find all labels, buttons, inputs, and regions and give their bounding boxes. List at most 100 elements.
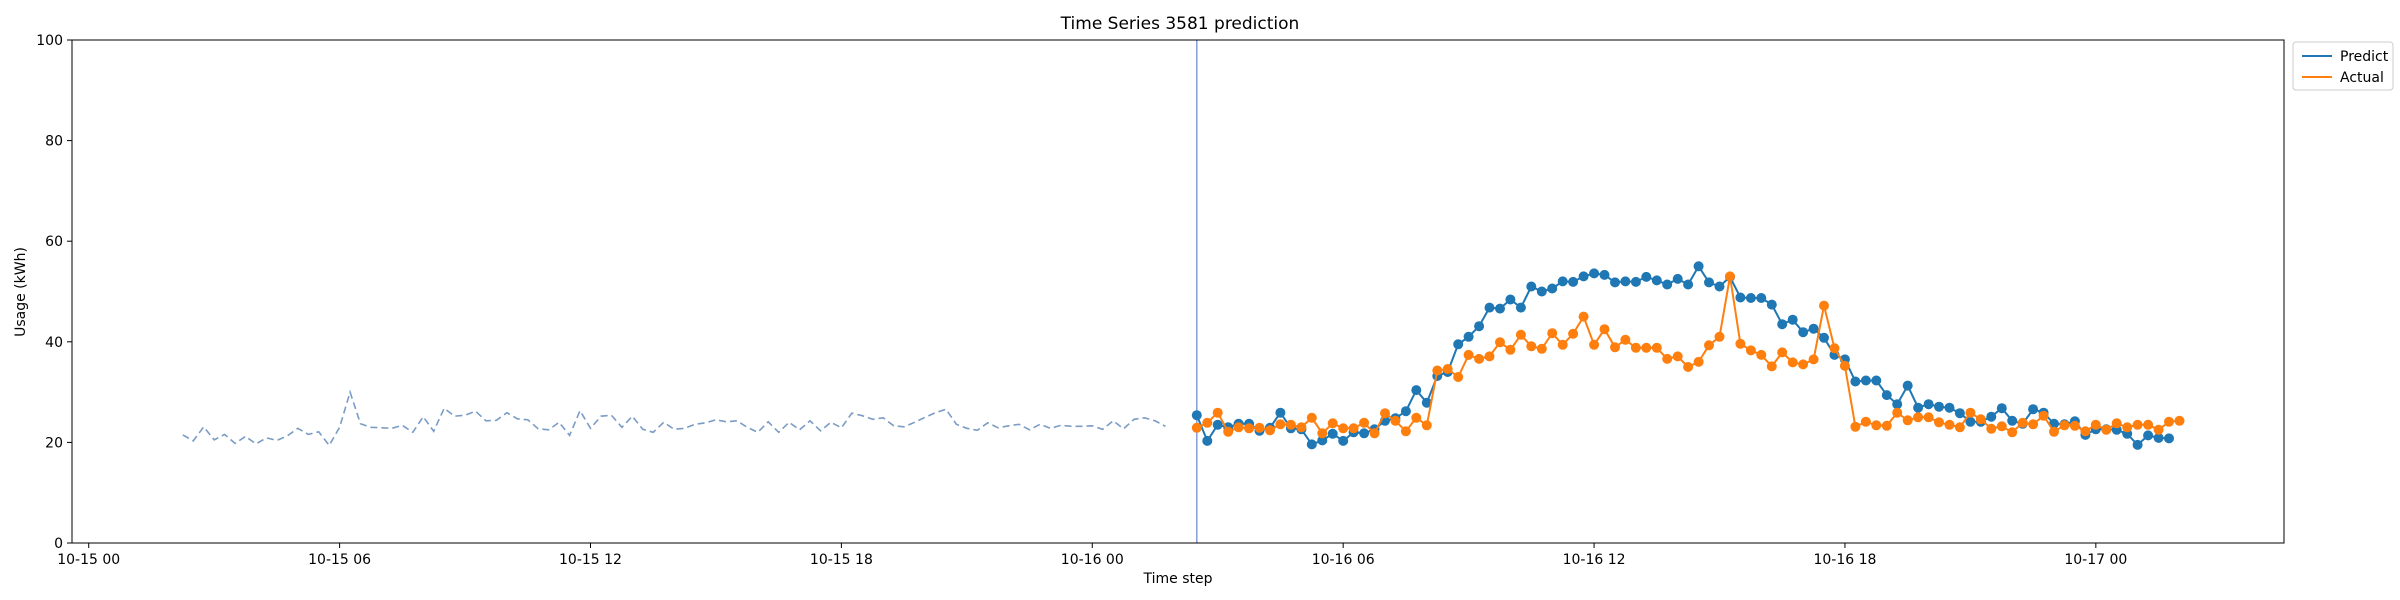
- data-point-actual: [1484, 351, 1495, 362]
- chart-title: Time Series 3581 prediction: [1060, 14, 1300, 34]
- data-point-actual: [1630, 342, 1641, 353]
- data-point-predict: [1892, 399, 1903, 410]
- data-point-predict: [1819, 332, 1829, 343]
- data-point-actual: [1421, 420, 1432, 431]
- data-point-predict: [1714, 281, 1725, 292]
- data-point-actual: [2153, 424, 2164, 435]
- data-point-actual: [1902, 415, 1913, 426]
- data-point-predict: [1620, 276, 1631, 287]
- y-tick-label: 60: [45, 234, 63, 250]
- data-point-actual: [1913, 412, 1924, 423]
- data-point-predict: [2132, 439, 2143, 450]
- data-point-actual: [1474, 353, 1485, 364]
- data-point-predict: [1599, 269, 1610, 280]
- data-point-predict: [1704, 277, 1714, 288]
- data-point-predict: [2164, 433, 2174, 444]
- data-point-predict: [1327, 428, 1338, 439]
- data-point-actual: [1944, 419, 1955, 430]
- data-point-actual: [1568, 328, 1579, 339]
- data-point-actual: [1672, 351, 1683, 362]
- data-point-actual: [1536, 343, 1547, 354]
- y-tick-label: 20: [45, 435, 63, 451]
- data-point-predict: [1881, 390, 1892, 401]
- data-point-actual: [2038, 410, 2049, 421]
- data-point-actual: [1934, 417, 1944, 428]
- data-point-actual: [1986, 423, 1997, 434]
- data-point-predict: [1683, 279, 1694, 290]
- data-point-actual: [1599, 324, 1610, 335]
- x-axis-label: Time step: [1143, 571, 1213, 587]
- x-axis: 10-15 00 10-15 06 10-15 12 10-15 18 10-16 00…: [57, 543, 2127, 568]
- data-point-actual: [2111, 418, 2122, 429]
- data-point-predict: [2153, 432, 2164, 443]
- x-tick-label: 10-15 06: [308, 552, 371, 568]
- data-point-actual: [1892, 407, 1903, 418]
- x-tick-label: 10-17 00: [2064, 552, 2127, 568]
- data-point-actual: [1191, 422, 1202, 433]
- data-point-predict: [1317, 435, 1328, 446]
- data-point-actual: [1411, 412, 1422, 423]
- data-point-predict: [1202, 435, 1213, 446]
- data-point-actual: [1714, 331, 1725, 342]
- data-point-actual: [1735, 338, 1746, 349]
- data-point-predict: [1913, 402, 1924, 413]
- data-point-predict: [1306, 439, 1317, 450]
- data-point-predict: [1860, 375, 1871, 386]
- data-point-predict: [1934, 401, 1944, 412]
- legend-label-actual: Actual: [2340, 70, 2384, 86]
- data-point-actual: [1662, 353, 1673, 364]
- data-point-actual: [1390, 415, 1401, 426]
- data-point-actual: [1285, 419, 1296, 430]
- y-axis: 0 20 40 60 80 100: [36, 33, 72, 552]
- data-point-predict: [1610, 277, 1620, 288]
- data-point-actual: [2028, 419, 2039, 430]
- data-point-actual: [1704, 340, 1714, 351]
- data-point-actual: [1453, 372, 1464, 382]
- data-point-actual: [1756, 349, 1767, 360]
- data-point-predict: [2028, 404, 2039, 415]
- data-point-actual: [1578, 311, 1589, 322]
- data-point-predict: [1359, 428, 1370, 439]
- data-point-actual: [1829, 343, 1840, 354]
- data-point-predict: [1515, 302, 1526, 313]
- data-point-actual: [2017, 417, 2028, 428]
- y-tick-label: 80: [45, 134, 63, 150]
- data-point-predict: [1871, 375, 1882, 386]
- data-point-actual: [1610, 342, 1620, 353]
- data-point-actual: [1254, 422, 1265, 433]
- data-point-predict: [1474, 321, 1485, 332]
- data-point-actual: [1557, 339, 1568, 350]
- data-point-predict: [1672, 273, 1683, 284]
- legend: Predict Actual: [2292, 41, 2394, 91]
- data-point-actual: [1808, 354, 1819, 365]
- data-point-predict: [1965, 416, 1976, 427]
- data-point-predict: [1411, 385, 1422, 396]
- data-point-actual: [1296, 422, 1307, 433]
- data-point-actual: [1787, 357, 1798, 368]
- x-tick-label: 10-15 18: [810, 552, 873, 568]
- data-point-actual: [1547, 328, 1558, 339]
- data-point-predict: [1798, 327, 1809, 338]
- data-point-predict: [1787, 314, 1798, 325]
- data-point-actual: [1442, 364, 1453, 374]
- data-point-predict: [1484, 302, 1495, 313]
- data-point-actual: [1693, 356, 1704, 367]
- data-point-predict: [1578, 271, 1589, 282]
- data-point-actual: [1526, 341, 1537, 352]
- data-point-predict: [1766, 299, 1777, 310]
- data-point-predict: [1547, 283, 1558, 294]
- data-point-predict: [1902, 380, 1913, 391]
- data-point-actual: [2080, 426, 2091, 437]
- data-point-actual: [1766, 361, 1777, 372]
- data-point-actual: [1463, 349, 1474, 360]
- data-point-actual: [1620, 334, 1631, 345]
- data-point-predict: [1986, 411, 1997, 422]
- data-point-predict: [1463, 331, 1474, 342]
- data-point-predict: [1662, 279, 1673, 290]
- data-point-actual: [1725, 271, 1735, 282]
- data-point-predict: [1735, 292, 1746, 303]
- data-point-predict: [2007, 415, 2018, 426]
- data-point-predict: [1756, 293, 1767, 303]
